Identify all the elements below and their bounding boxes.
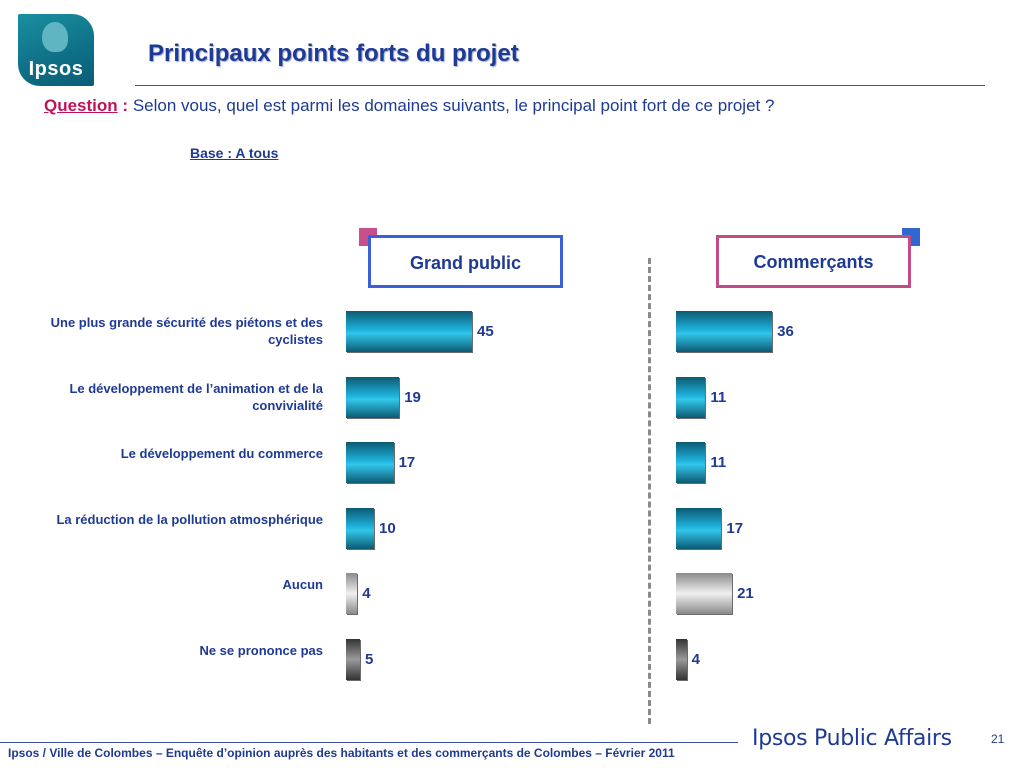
bar-commercants (676, 573, 733, 614)
logo-text: Ipsos (28, 58, 84, 80)
bar-grand-public (346, 638, 360, 680)
bar-grand-public (346, 442, 394, 483)
bar-value-label: 36 (777, 323, 794, 340)
footer-text: Ipsos / Ville de Colombes – Enquête d’op… (8, 746, 675, 760)
bar-value-label: 11 (710, 388, 727, 406)
bar-value-label: 11 (710, 454, 727, 471)
bar-value-label: 17 (398, 454, 416, 471)
bar-grand-public (346, 507, 374, 549)
bar-grand-public (346, 376, 400, 418)
category-label: Le développement du commerce (120, 446, 323, 461)
bar-value-label: 10 (379, 519, 396, 537)
question-line: Question : Selon vous, quel est parmi le… (44, 96, 774, 116)
footer-divider (0, 742, 738, 743)
base-note: Base : A tous (190, 145, 279, 161)
question-text: Selon vous, quel est parmi les domaines … (132, 96, 775, 115)
question-label: Question (44, 96, 118, 115)
bar-commercants (676, 638, 687, 680)
category-label: La réduction de la pollution atmosphériq… (56, 511, 323, 527)
bar-value-label: 21 (737, 585, 754, 602)
ipsos-logo: Ipsos (18, 14, 94, 86)
page-number: 21 (991, 732, 1005, 746)
category-label: Aucun (282, 577, 323, 592)
legend-commercants: Commerçants (716, 235, 911, 288)
bar-commercants (676, 311, 773, 352)
logo-head-icon (42, 22, 68, 52)
bar-commercants (676, 376, 706, 418)
panel-divider (648, 258, 651, 724)
bar-commercants (676, 507, 722, 549)
bar-value-label: 45 (477, 323, 494, 340)
category-label: Ne se prononce pas (199, 642, 323, 658)
bar-grand-public (346, 311, 472, 352)
bar-commercants (676, 442, 706, 483)
bar-value-label: 5 (365, 650, 374, 668)
bar-grand-public (346, 573, 358, 614)
bar-value-label: 19 (404, 388, 421, 406)
footer-brand: Ipsos Public Affairs (752, 726, 952, 751)
page-title: Principaux points forts du projet (148, 40, 519, 67)
category-label: Une plus grande sécurité des piétons et … (50, 315, 323, 347)
question-colon: : (122, 96, 129, 115)
category-label: Le développement de l’animation et de la… (69, 380, 323, 413)
title-divider (135, 85, 985, 86)
bar-value-label: 17 (726, 519, 744, 537)
bar-value-label: 4 (691, 650, 701, 668)
legend-grand-public: Grand public (368, 235, 563, 288)
bar-value-label: 4 (362, 585, 371, 602)
